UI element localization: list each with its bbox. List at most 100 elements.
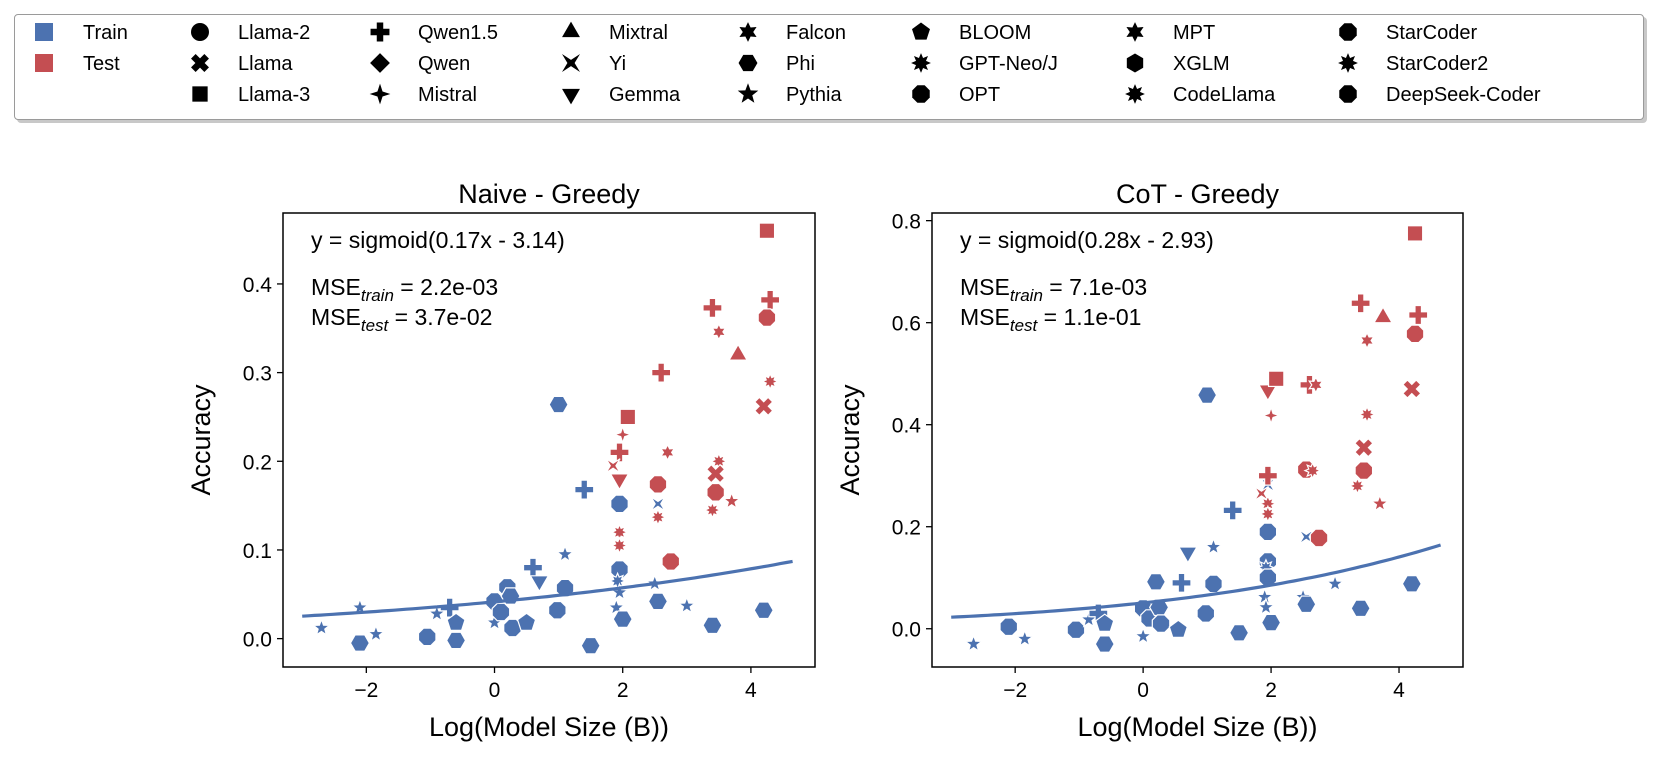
legend-label-train: Train: [83, 22, 128, 44]
data-point-train: [1350, 599, 1371, 618]
data-point-test: [1402, 379, 1422, 399]
mse-subscript: train: [1010, 286, 1043, 305]
data-point-train: [1168, 619, 1189, 639]
data-point-test: [1257, 465, 1278, 486]
x-tick-label: 4: [745, 679, 757, 702]
data-point-train: [529, 575, 550, 593]
y-tick-label: 0.6: [892, 313, 921, 336]
legend-label-opt: OPT: [959, 84, 1000, 106]
data-point-test: [605, 458, 621, 474]
data-point-train: [1196, 386, 1218, 404]
data-point-test: [1354, 461, 1374, 480]
y-tick-label: 0.0: [243, 629, 272, 652]
data-point-train: [574, 479, 595, 500]
data-point-train: [1204, 574, 1223, 594]
legend-label-gemma: Gemma: [609, 84, 681, 106]
x-axis-label: Log(Model Size (B)): [429, 712, 669, 742]
legend-marker-gemma: [562, 88, 580, 105]
data-point-test: [722, 491, 742, 510]
legend-marker-deepseek-coder: [1339, 85, 1357, 103]
data-point-train: [702, 616, 723, 635]
data-point-test: [1348, 476, 1367, 496]
data-point-train: [650, 496, 666, 512]
legend-marker-codellama: [1125, 84, 1145, 104]
mse-value: = 1.1e-01: [1037, 304, 1141, 330]
mse-base: MSE: [311, 304, 361, 330]
data-point-train: [522, 557, 544, 578]
data-point-train: [445, 631, 467, 650]
data-point-train: [1066, 620, 1086, 640]
legend-label-bloom: BLOOM: [959, 22, 1031, 44]
data-point-train: [1095, 613, 1115, 632]
legend-label-yi: Yi: [609, 53, 626, 75]
data-point-test: [610, 536, 629, 555]
legend-marker-pythia: [737, 83, 759, 103]
mse-subscript: test: [1010, 316, 1039, 335]
plot-frame: [931, 212, 1464, 668]
data-point-test: [1359, 331, 1375, 350]
data-point-train: [963, 633, 984, 653]
legend-marker-phi: [738, 54, 758, 72]
data-point-train: [1196, 604, 1216, 623]
data-point-test: [753, 396, 774, 417]
data-point-train: [349, 634, 371, 652]
legend-label-mixtral: Mixtral: [609, 22, 668, 44]
data-point-train: [1203, 536, 1224, 556]
legend-marker-falcon: [739, 22, 757, 42]
data-point-train: [1325, 573, 1345, 593]
data-point-test: [1267, 370, 1285, 388]
data-point-test: [1406, 225, 1424, 242]
data-point-test: [1303, 461, 1322, 480]
legend-marker-xglm: [1126, 53, 1144, 73]
data-point-train: [1228, 624, 1250, 642]
data-point-test: [760, 289, 781, 310]
data-point-test: [1257, 384, 1278, 402]
data-point-test: [1370, 493, 1390, 512]
data-point-test: [651, 362, 672, 383]
data-point-test: [609, 442, 630, 463]
data-point-train: [1094, 635, 1115, 653]
legend-label-deepseek-coder: DeepSeek-Coder: [1386, 84, 1541, 106]
data-point-test: [760, 372, 780, 391]
legend-marker-yi: [562, 54, 580, 72]
mse-base: MSE: [311, 274, 361, 300]
data-point-train: [1151, 614, 1171, 633]
mse-train-label: MSEtrain = 7.1e-03: [960, 274, 1147, 305]
data-point-test: [702, 297, 723, 318]
mse-subscript: test: [361, 316, 390, 335]
legend-marker-bloom: [912, 22, 930, 40]
chart-2: CoT - Greedy −2 0 2 4 0.0 0.2 0.4 0.6 0.8 Log(Mode…: [835, 179, 1464, 742]
x-tick-label: 2: [1265, 679, 1277, 702]
data-point-train: [753, 601, 774, 620]
data-point-test: [648, 475, 668, 494]
legend-label-mpt: MPT: [1173, 22, 1215, 44]
data-point-test: [1261, 405, 1282, 426]
y-tick-label: 0.0: [892, 619, 921, 642]
data-point-train: [555, 578, 575, 598]
data-point-train: [1171, 572, 1192, 593]
plot-frame: [282, 212, 816, 668]
chart-title: CoT - Greedy: [1116, 179, 1280, 209]
data-point-train: [366, 624, 386, 643]
legend-label-phi: Phi: [786, 53, 815, 75]
legend-marker-starcoder: [1339, 23, 1357, 41]
data-point-train: [1015, 628, 1035, 648]
data-point-test: [758, 222, 776, 239]
x-tick-label: −2: [354, 679, 378, 702]
data-point-train: [1255, 586, 1275, 606]
data-point-train: [580, 636, 601, 655]
mse-value: = 3.7e-02: [388, 304, 492, 330]
data-point-test: [661, 552, 681, 571]
y-tick-label: 0.4: [243, 274, 273, 297]
data-point-test: [705, 463, 726, 484]
y-tick-label: 0.2: [892, 517, 921, 540]
data-point-train: [491, 602, 511, 622]
legend-label-llama-2: Llama-2: [238, 22, 310, 44]
fit-curve: [951, 543, 1442, 619]
legend-svg: Train Test Llama-2 Llama Llama-3 Qwen1.5 Qwen M…: [35, 21, 1541, 106]
data-point-test: [1408, 304, 1429, 326]
legend-swatch-test: [35, 54, 53, 72]
legend-label-pythia: Pythia: [786, 84, 842, 106]
x-tick-label: 0: [489, 679, 501, 702]
